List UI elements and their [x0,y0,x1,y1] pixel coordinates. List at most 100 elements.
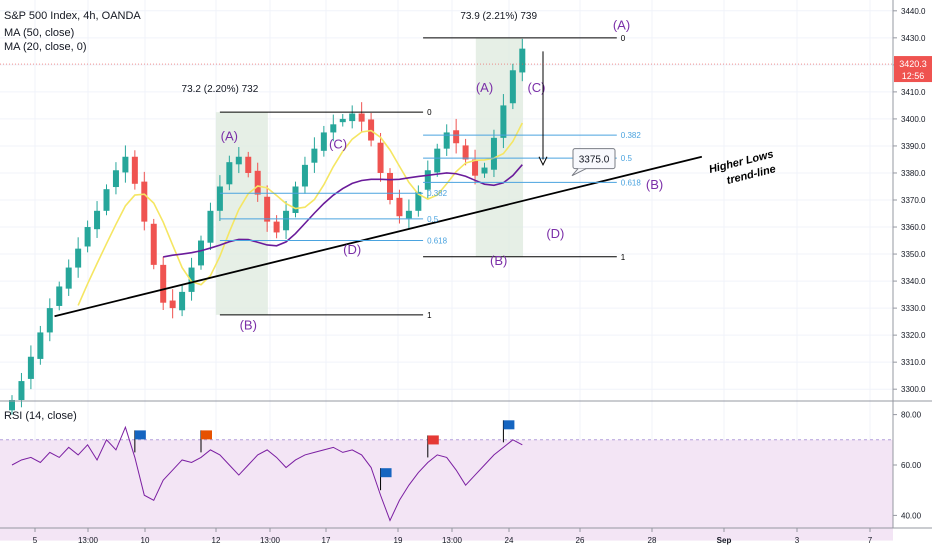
last-price-label: 3420.3 [899,59,927,69]
projection-arrow-head [538,156,548,166]
rsi-flag-0 [134,430,146,440]
candle-body-17 [169,300,176,309]
candle-body-39 [377,142,384,173]
last-price-tag [894,56,932,83]
candle-body-25 [245,156,252,173]
rsi-flag-3 [427,435,439,445]
wave-label-5: (B) [490,253,507,268]
candle-body-51 [490,137,497,170]
wave-label-9: (B) [646,177,663,192]
candle-body-13 [131,156,138,184]
candle-body-21 [207,210,214,243]
candle-body-40 [387,172,393,200]
time-tick-label-1: 13:00 [78,536,99,545]
price-tick-label-10: 3400.0 [901,115,926,124]
ma50-legend[interactable]: MA (50, close) [4,27,75,39]
candle-body-26 [254,170,261,195]
measurement-label-1: 73.9 (2.21%) 739 [460,11,537,22]
candle-body-14 [141,181,148,222]
wave-label-2: (C) [329,137,347,152]
price-tick-label-9: 3390.0 [901,142,926,151]
price-tick-label-7: 3370.0 [901,196,926,205]
price-tick-label-11: 3410.0 [901,88,926,97]
measurement-zones [215,37,524,315]
level-label-3: 1 [621,253,626,262]
fib-label-1: 0.5 [621,154,633,163]
ma20-legend[interactable]: MA (20, close, 0) [4,41,87,53]
time-tick-label-13: 7 [868,536,873,545]
rsi-pane: 40.00 60.00 80.00 [0,411,922,541]
rsi-flag-2 [380,468,392,478]
annotations: Higher Lowstrend-line01010.3820.50.6180.… [0,11,893,333]
target-box [572,148,616,170]
ma50-line [163,164,523,258]
candle-body-24 [235,156,242,165]
fib-label-0: 0.382 [621,131,642,140]
time-tick-label-7: 13:00 [442,536,463,545]
countdown-label: 12:56 [902,71,925,81]
price-tick-label-8: 3380.0 [901,169,926,178]
candle-body-19 [188,267,195,292]
candle-body-6 [65,267,72,289]
fib-label-2: 0.618 [621,178,642,187]
wave-label-8: (A) [613,18,630,33]
wave-label-6: (C) [527,80,545,95]
price-tick-label-2: 3320.0 [901,331,926,340]
wave-label-7: (D) [546,226,564,241]
rsi-tick-label-2: 80.00 [901,411,922,420]
symbol-legend[interactable]: S&P 500 Index, 4h, OANDA [4,10,141,22]
candle-body-27 [264,196,271,222]
candle-body-37 [358,113,365,122]
candle-body-48 [462,145,469,160]
candle-body-15 [150,223,157,265]
time-tick-label-2: 10 [141,536,150,545]
candle-body-43 [415,191,422,211]
candle-body-46 [443,132,450,149]
time-tick-label-12: 3 [795,536,800,545]
candle-body-52 [500,105,507,138]
rsi-tick-label-1: 60.00 [901,461,922,470]
wave-label-1: (B) [240,318,257,333]
wave-label-4: (A) [476,80,493,95]
fib-label-5: 0.618 [427,237,448,246]
price-tick-label-6: 3360.0 [901,223,926,232]
time-tick-label-8: 24 [505,536,514,545]
higher-lows-trendline [54,155,703,318]
rsi-line [11,425,523,522]
level-label-2: 0 [621,34,626,43]
time-axis: 5 13:00 10 12 13:00 17 19 13:00 24 26 28 Sep 3 7 [0,527,932,545]
rsi-flag-1 [201,430,212,440]
rsi-band [0,439,893,541]
candle-body-1 [18,381,25,400]
time-tick-label-3: 12 [212,536,221,545]
candle-body-30 [292,186,299,213]
candle-body-9 [94,210,101,230]
candle-body-3 [37,332,44,359]
price-tick-label-0: 3300.0 [901,385,926,394]
candle-body-35 [339,118,346,123]
price-tick-label-5: 3350.0 [901,250,926,259]
rsi-legend[interactable]: RSI (14, close) [4,410,77,422]
candle-body-53 [509,70,516,104]
candle-body-33 [320,132,327,151]
rsi-tick-label-0: 40.00 [901,511,922,520]
time-tick-label-10: 28 [648,536,657,545]
candle-body-2 [27,356,34,379]
time-tick-label-6: 19 [394,536,403,545]
candle-body-18 [179,291,186,311]
candle-body-41 [396,197,403,217]
candle-body-29 [283,210,290,231]
price-axis: 3300.0 3310.0 3320.0 3330.0 3340.0 3350.0 3360… [0,0,932,528]
price-tick-label-4: 3340.0 [901,277,926,286]
candle-body-47 [453,130,460,144]
candle-body-16 [160,264,167,303]
measure-zone-1 [215,112,268,315]
candle-body-11 [112,170,119,188]
ma20-line [77,122,524,306]
time-tick-label-11: Sep [717,536,732,545]
measurement-label-0: 73.2 (2.20%) 732 [182,84,259,95]
target-label: 3375.0 [579,155,610,166]
time-tick-label-4: 13:00 [260,536,281,545]
candle-body-49 [472,159,479,176]
